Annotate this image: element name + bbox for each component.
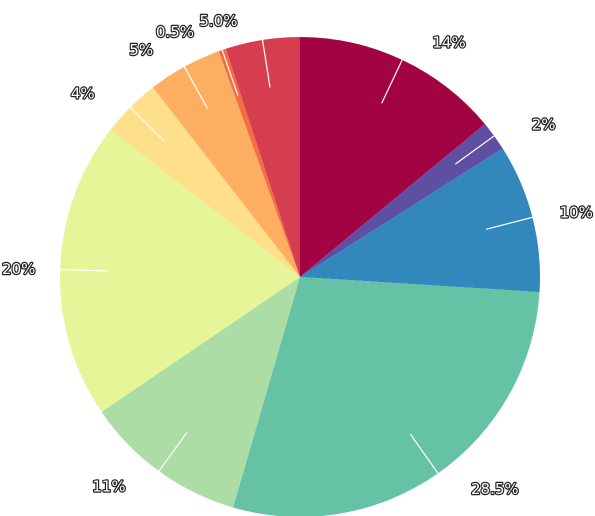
- pie-slice-7[interactable]: [152, 51, 300, 277]
- leader-line-5: [20, 268, 109, 272]
- slice-label-9: 5.0%: [199, 12, 237, 30]
- slice-label-7: 5%: [129, 41, 153, 59]
- slice-label-2: 10%: [560, 204, 593, 222]
- leader-line-8: [196, 31, 239, 96]
- leader-line-0: [381, 41, 431, 104]
- pie-slice-9[interactable]: [225, 37, 300, 277]
- slice-label-3: 28.5%: [471, 480, 519, 498]
- pie-slice-5[interactable]: [59, 129, 300, 412]
- leader-line-4: [127, 431, 188, 488]
- leader-line-9: [239, 20, 271, 88]
- leader-line-6: [96, 93, 165, 142]
- slice-label-1: 2%: [532, 116, 556, 134]
- slice-label-8: 0.5%: [156, 23, 194, 41]
- leader-line-1: [454, 123, 530, 165]
- slice-label-6: 4%: [71, 85, 95, 103]
- leader-line-7: [155, 49, 209, 109]
- pie-slice-4[interactable]: [101, 277, 301, 508]
- pie-slices: [59, 37, 541, 516]
- leader-lines: [20, 20, 572, 490]
- pie-slice-3[interactable]: [233, 277, 540, 516]
- slice-label-0: 14%: [432, 34, 465, 52]
- pie-slice-1[interactable]: [300, 124, 503, 278]
- slice-labels: 14% 2% 10% 28.5% 11% 20% 4% 5%0.5% 5.0%: [1, 11, 594, 500]
- leader-line-3: [409, 433, 469, 490]
- leader-line-2: [485, 211, 572, 230]
- pie-slice-8[interactable]: [218, 48, 300, 277]
- slice-label-4: 11%: [92, 478, 125, 496]
- pie-slice-0[interactable]: [300, 37, 485, 277]
- slice-label-5: 20%: [2, 260, 35, 278]
- pie-slice-2[interactable]: [300, 148, 541, 293]
